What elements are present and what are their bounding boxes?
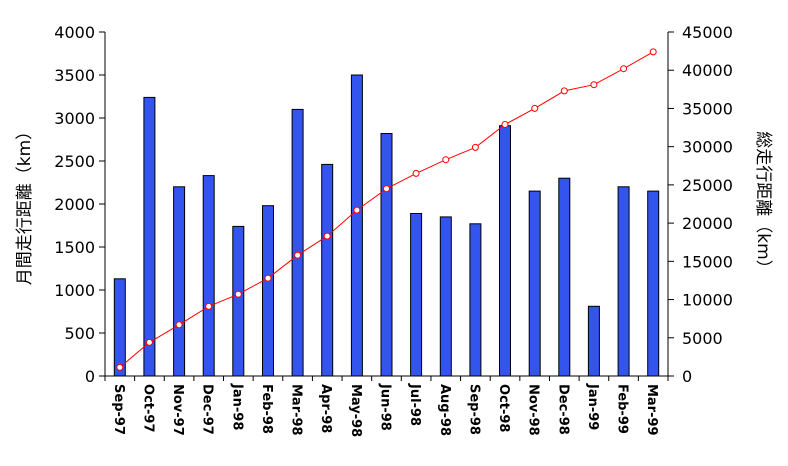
line-point [205, 302, 213, 310]
line-point [649, 48, 657, 56]
category-labels: Sep-97 Oct-97 Nov-97 Dec-97 Jan-98 Feb-98 Mar-… [104, 376, 669, 437]
bar [232, 225, 245, 377]
left-axis-ticks: 0 500 1000 1500 2000 2500 3000 3500 4000 [54, 23, 105, 386]
bar [143, 96, 156, 377]
bar [558, 177, 571, 377]
line-point [412, 169, 420, 177]
line-point [234, 290, 242, 298]
category-label: Mar-99 [644, 384, 659, 436]
line-point [116, 363, 124, 371]
right-tick-label: 35000 [682, 99, 733, 118]
bar [202, 175, 215, 377]
category-label: Jul-98 [407, 383, 422, 426]
right-tick-label: 5000 [682, 329, 723, 348]
line-point [323, 232, 331, 240]
bar [262, 205, 274, 377]
category-label: Dec-97 [200, 384, 215, 435]
category-label: Oct-97 [140, 384, 155, 432]
bar [410, 213, 423, 377]
right-tick-label: 30000 [682, 138, 733, 157]
bar [173, 186, 186, 377]
line-point [442, 156, 450, 164]
left-tick-label: 500 [64, 324, 95, 343]
bar [617, 186, 630, 377]
category-label: Jun-98 [378, 383, 393, 431]
bar [469, 223, 482, 377]
left-tick-label: 2000 [54, 195, 95, 214]
category-label: Oct-98 [496, 384, 511, 432]
right-tick-label: 40000 [682, 61, 733, 80]
bar-series [113, 74, 660, 377]
category-label: Mar-98 [289, 384, 304, 436]
right-axis-ticks: 0 5000 10000 15000 20000 25000 30000 35000 40000… [668, 23, 733, 386]
left-tick-label: 2500 [54, 152, 95, 171]
line-point [501, 121, 509, 128]
category-label: Feb-99 [615, 384, 630, 434]
bar [528, 190, 541, 377]
line-point [175, 321, 183, 329]
left-tick-label: 1500 [54, 238, 95, 257]
right-tick-label: 25000 [682, 176, 733, 195]
bar [380, 133, 393, 377]
bar [321, 163, 334, 377]
right-tick-label: 10000 [682, 291, 733, 310]
category-label: Jan-98 [229, 383, 244, 430]
category-label: Feb-98 [259, 384, 274, 434]
category-label: Sep-98 [466, 384, 481, 435]
right-tick-label: 0 [682, 367, 692, 386]
right-tick-label: 15000 [682, 252, 733, 271]
bar [113, 278, 126, 377]
bar [350, 74, 363, 377]
left-tick-label: 0 [85, 367, 95, 386]
line-point [590, 81, 598, 89]
line-point [531, 104, 539, 112]
category-label: Nov-97 [170, 384, 185, 436]
bar [291, 108, 304, 377]
bar [499, 125, 511, 377]
category-label: Dec-98 [555, 384, 570, 435]
left-tick-label: 3500 [54, 66, 95, 85]
right-axis-title: 総走行距離（km） [753, 131, 773, 276]
category-label: Sep-97 [111, 384, 126, 435]
category-label: Aug-98 [437, 384, 452, 436]
line-point [383, 185, 390, 193]
right-tick-label: 45000 [682, 23, 733, 42]
line-point [294, 251, 302, 259]
line-point [471, 143, 479, 151]
category-label: May-98 [348, 384, 363, 437]
category-label: Jan-99 [585, 383, 600, 430]
line-point [264, 274, 272, 282]
left-tick-label: 1000 [54, 281, 95, 300]
left-tick-label: 3000 [54, 109, 95, 128]
line-point [145, 338, 153, 346]
line-point [353, 206, 361, 214]
bar [587, 305, 600, 377]
bar [439, 216, 452, 377]
line-point [560, 87, 568, 95]
right-tick-label: 20000 [682, 214, 733, 233]
left-tick-label: 4000 [54, 23, 95, 42]
category-label: Apr-98 [318, 384, 333, 433]
category-label: Nov-98 [526, 384, 541, 436]
left-axis-title: 月間走行距離（km） [15, 123, 35, 285]
bar [647, 190, 660, 377]
line-series [116, 48, 657, 371]
line-point [620, 65, 628, 73]
